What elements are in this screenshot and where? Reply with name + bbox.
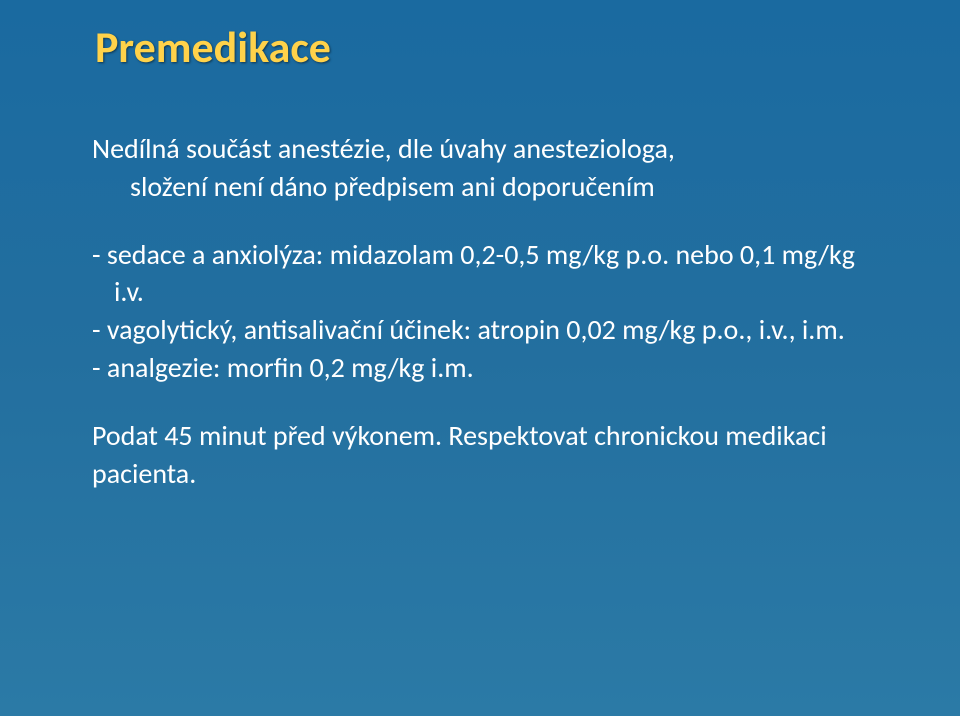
- body-paragraph: Podat 45 minut před výkonem. Respektovat…: [92, 417, 882, 493]
- body-paragraph: - analgezie: morfin 0,2 mg/kg i.m.: [92, 349, 882, 387]
- body-paragraph: Nedílná součást anestézie, dle úvahy ane…: [92, 130, 882, 168]
- slide-body: Nedílná součást anestézie, dle úvahy ane…: [92, 130, 882, 492]
- body-paragraph: složení není dáno předpisem ani doporuče…: [92, 168, 882, 206]
- slide: Premedikace Nedílná součást anestézie, d…: [0, 0, 960, 716]
- body-paragraph: - vagolytický, antisalivační účinek: atr…: [92, 311, 882, 349]
- body-paragraph: - sedace a anxiolýza: midazolam 0,2-0,5 …: [92, 236, 882, 312]
- slide-title: Premedikace: [95, 20, 331, 74]
